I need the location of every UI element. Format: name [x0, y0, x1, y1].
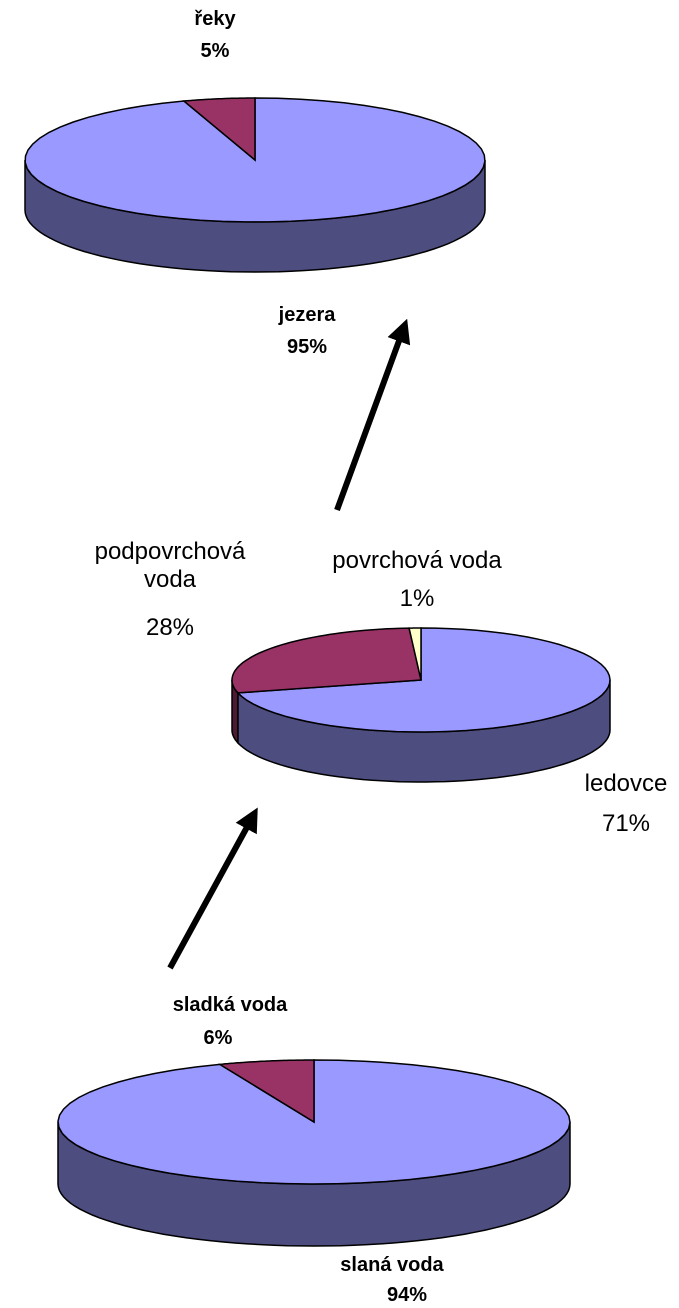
data-label: 5% [200, 40, 230, 62]
data-label: 1% [399, 585, 435, 612]
data-label: 71% [601, 810, 651, 837]
data-label: slaná voda [340, 1254, 444, 1276]
slice [408, 627, 422, 681]
slice [217, 1059, 315, 1124]
pie [57, 1059, 571, 1247]
data-label: řeky [194, 8, 236, 30]
arrow [334, 318, 411, 512]
data-label: podpovrchová voda [94, 538, 246, 593]
slice [231, 627, 422, 694]
slice [236, 627, 611, 733]
data-label: povrchová voda [332, 547, 502, 574]
slice [182, 97, 256, 162]
data-label: 6% [203, 1027, 233, 1049]
pie [231, 627, 611, 783]
data-label: ledovce [584, 770, 668, 797]
arrow [167, 807, 258, 970]
pie [24, 97, 486, 273]
data-label: jezera [278, 304, 336, 326]
data-label: 28% [145, 614, 195, 641]
data-label: 94% [386, 1284, 428, 1306]
data-label: sladká voda [172, 994, 288, 1016]
data-label: 95% [286, 336, 328, 358]
